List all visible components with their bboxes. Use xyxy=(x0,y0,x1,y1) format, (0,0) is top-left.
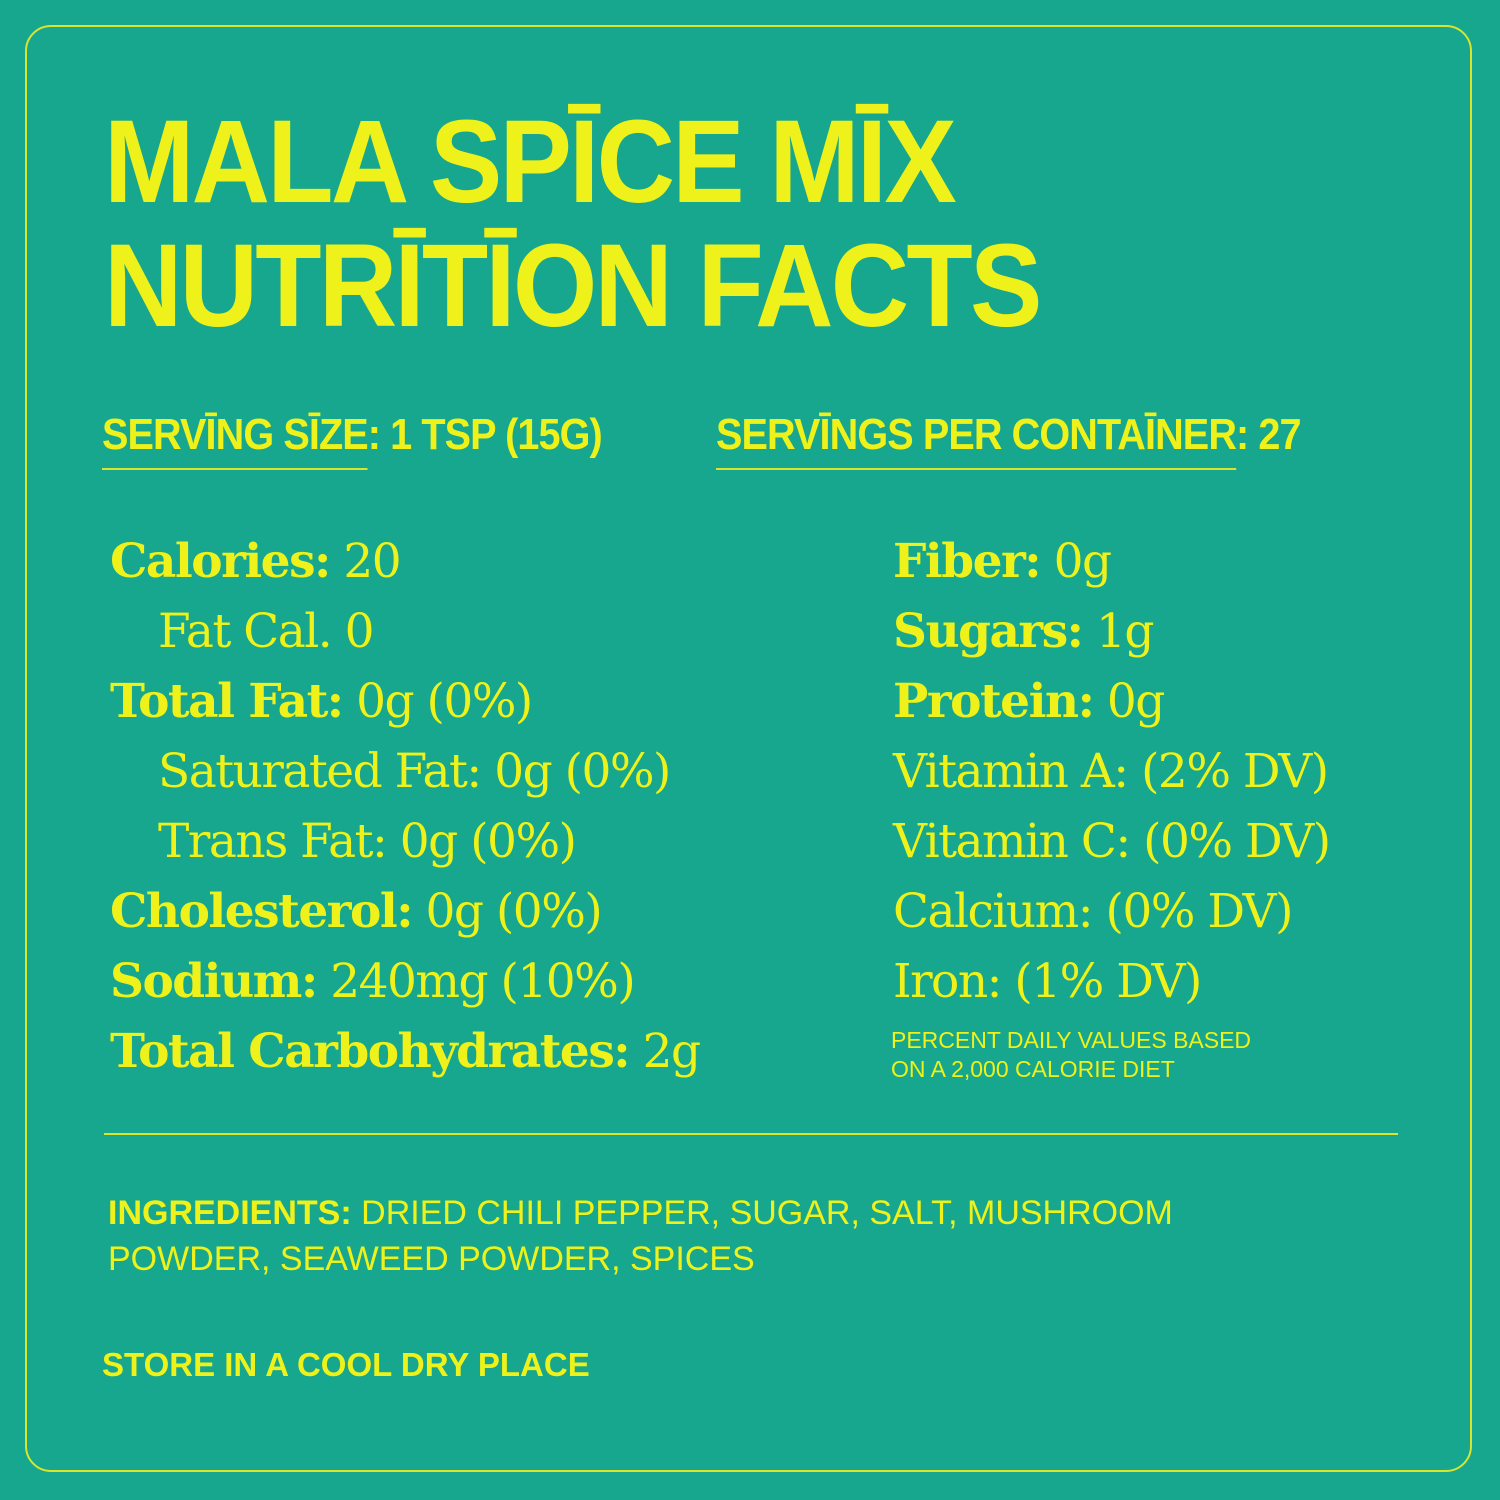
nutrient-value: Vitamin A: (2% DV) xyxy=(893,744,1329,799)
nutrient-row: Trans Fat: 0g (0%) xyxy=(110,807,700,877)
nutrient-row: Calcium: (0% DV) xyxy=(893,877,1330,947)
serving-size-label: SERVĪNG SĪZE xyxy=(102,410,369,470)
daily-value-note-line-2: ON A 2,000 CALORIE DIET xyxy=(891,1056,1175,1082)
nutrient-value: 0g xyxy=(1106,674,1166,729)
servings-per-container: SERVĪNGS PER CONTAĪNER: 27 xyxy=(716,410,1302,470)
daily-value-note: PERCENT DAILY VALUES BASED ON A 2,000 CA… xyxy=(891,1026,1251,1084)
servings-per-container-colon: : xyxy=(1236,410,1259,459)
nutrient-row: Saturated Fat: 0g (0%) xyxy=(110,737,700,807)
nutrient-row: Cholesterol: 0g (0%) xyxy=(110,877,700,947)
serving-size-colon: : xyxy=(367,410,391,459)
nutrient-row: Total Carbohydrates: 2g xyxy=(110,1017,702,1087)
nutrient-value: Fat Cal. 0 xyxy=(158,604,375,659)
nutrient-label: Sugars: xyxy=(893,604,1084,659)
nutrient-row: Protein: 0g xyxy=(893,667,1330,737)
nutrient-value: 0g (0%) xyxy=(425,884,603,939)
nutrient-label: Total Fat: xyxy=(110,674,344,729)
nutrient-row: Sodium: 240mg (10%) xyxy=(110,947,700,1017)
title-line-2: NUTRĪTĪON FACTS xyxy=(104,220,1042,352)
nutrient-row: Fat Cal. 0 xyxy=(110,597,700,667)
servings-per-container-value: 27 xyxy=(1258,410,1301,459)
nutrient-value: Trans Fat: 0g (0%) xyxy=(158,814,577,869)
nutrient-label: Sodium: xyxy=(110,954,318,1009)
nutrients-left-column: Calories: 20 Fat Cal. 0 Total Fat: 0g (0… xyxy=(110,527,702,1087)
nutrients-right-column: Fiber: 0g Sugars: 1g Protein: 0g Vitamin… xyxy=(893,527,1331,1017)
nutrient-label: Total Carbohydrates: xyxy=(110,1024,631,1079)
nutrient-value: 20 xyxy=(343,534,401,589)
nutrient-row: Sugars: 1g xyxy=(893,597,1330,667)
ingredients: INGREDIENTS: DRIED CHILI PEPPER, SUGAR, … xyxy=(108,1190,1308,1282)
servings-per-container-label: SERVĪNGS PER CONTAĪNER xyxy=(716,410,1237,470)
nutrient-row: Fiber: 0g xyxy=(893,527,1330,597)
nutrient-value: Vitamin C: (0% DV) xyxy=(893,814,1331,869)
nutrient-value: Saturated Fat: 0g (0%) xyxy=(158,744,671,799)
storage-instructions: STORE IN A COOL DRY PLACE xyxy=(102,1346,590,1383)
nutrient-row: Vitamin C: (0% DV) xyxy=(893,807,1331,877)
nutrient-value: 1g xyxy=(1095,604,1155,659)
title-line-1: MALA SPĪCE MĪX xyxy=(104,96,957,228)
daily-value-note-line-1: PERCENT DAILY VALUES BASED xyxy=(891,1027,1252,1053)
nutrient-value: Iron: (1% DV) xyxy=(893,954,1202,1009)
nutrient-label: Cholesterol: xyxy=(110,884,414,939)
nutrient-label: Fiber: xyxy=(893,534,1042,589)
nutrient-row: Total Fat: 0g (0%) xyxy=(110,667,700,737)
nutrient-value: 2g xyxy=(642,1024,702,1079)
ingredients-label: INGREDIENTS: xyxy=(108,1194,352,1232)
nutrient-value: Calcium: (0% DV) xyxy=(893,884,1293,939)
serving-size: SERVĪNG SĪZE: 1 TSP (15G) xyxy=(102,410,603,470)
page-title: MALA SPĪCE MĪX NUTRĪTĪON FACTS xyxy=(104,96,1042,352)
nutrient-label: Protein: xyxy=(893,674,1095,729)
nutrient-row: Calories: 20 xyxy=(110,527,700,597)
nutrient-row: Iron: (1% DV) xyxy=(893,947,1330,1017)
nutrient-label: Calories: xyxy=(110,534,331,589)
nutrient-value: 0g xyxy=(1053,534,1113,589)
section-divider xyxy=(104,1133,1398,1135)
serving-size-value: 1 TSP (15G) xyxy=(390,410,603,459)
ingredients-text: DRIED CHILI PEPPER, SUGAR, SALT, MUSHROO… xyxy=(108,1194,1173,1278)
label-frame xyxy=(25,25,1472,1472)
nutrient-row: Vitamin A: (2% DV) xyxy=(893,737,1330,807)
nutrient-value: 240mg (10%) xyxy=(330,954,635,1009)
nutrient-value: 0g (0%) xyxy=(356,674,533,729)
